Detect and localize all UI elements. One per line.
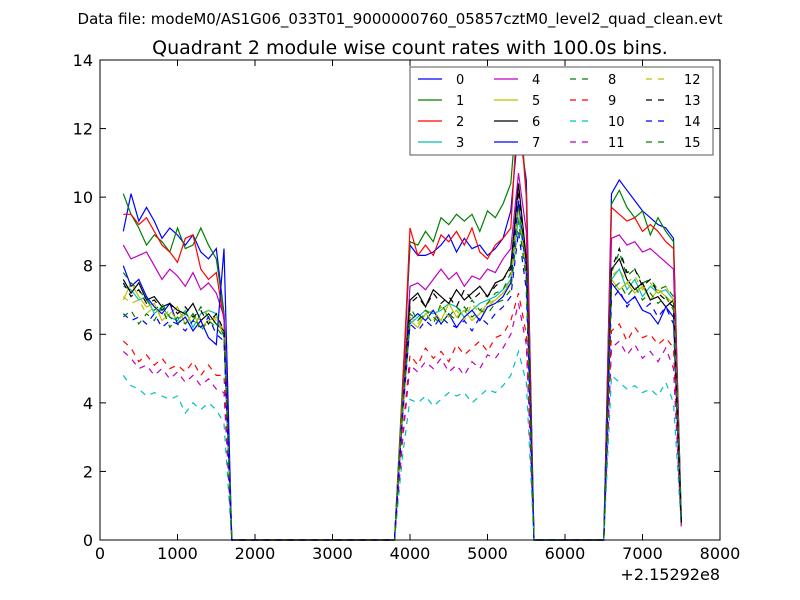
legend-box [409,66,714,156]
legend-label-10: 10 [608,115,625,130]
chart-suptitle: Data file: modeM0/AS1G06_033T01_90000007… [78,10,723,29]
legend-label-7: 7 [532,136,540,151]
legend-label-6: 6 [532,115,540,130]
series-line-8 [122,207,682,541]
y-tick-label: 14 [73,51,93,70]
legend-label-8: 8 [608,73,616,88]
legend-label-5: 5 [532,94,540,109]
series-line-1 [122,87,682,541]
legend-label-14: 14 [684,115,701,130]
series-line-2 [123,94,682,541]
legend-label-3: 3 [456,136,464,151]
legend-label-9: 9 [608,94,616,109]
legend-label-2: 2 [456,115,464,130]
y-tick-label: 0 [83,531,93,550]
legend-label-11: 11 [608,136,625,151]
y-tick-label: 4 [83,394,93,413]
series-line-10 [122,349,682,541]
x-tick-label: 6000 [545,544,586,563]
chart-title: Quadrant 2 module wise count rates with … [152,37,668,59]
x-tick-label: 5000 [467,544,508,563]
series-line-9 [122,292,682,541]
x-tick-label: 8000 [700,544,741,563]
legend-label-13: 13 [684,94,701,109]
y-tick-label: 8 [83,257,93,276]
axes-layer: 0 1000 2000 3000 4000 5000 6000 7000 80000246810… [73,51,741,563]
series-line-13 [122,190,682,541]
series-line-12 [122,210,682,541]
x-tick-label: 1000 [157,544,198,563]
series-line-15 [122,221,682,541]
x-tick-label: 3000 [312,544,353,563]
legend-label-4: 4 [532,73,540,88]
series-line-7 [122,200,682,541]
x-tick-label: 0 [95,544,105,563]
series-line-4 [122,173,682,541]
series-layer [122,87,682,541]
series-line-0 [122,125,682,541]
legend-label-0: 0 [456,73,464,88]
legend-label-1: 1 [456,94,464,109]
x-tick-label: 2000 [235,544,276,563]
x-tick-label: 4000 [390,544,431,563]
y-tick-label: 12 [73,120,93,139]
y-tick-label: 10 [73,188,93,207]
y-tick-label: 6 [83,325,93,344]
x-offset-label: +2.15292e8 [620,565,720,584]
legend-label-15: 15 [684,136,701,151]
legend-label-12: 12 [684,73,701,88]
y-tick-label: 2 [83,462,93,481]
series-line-11 [122,303,682,541]
x-tick-label: 7000 [622,544,663,563]
